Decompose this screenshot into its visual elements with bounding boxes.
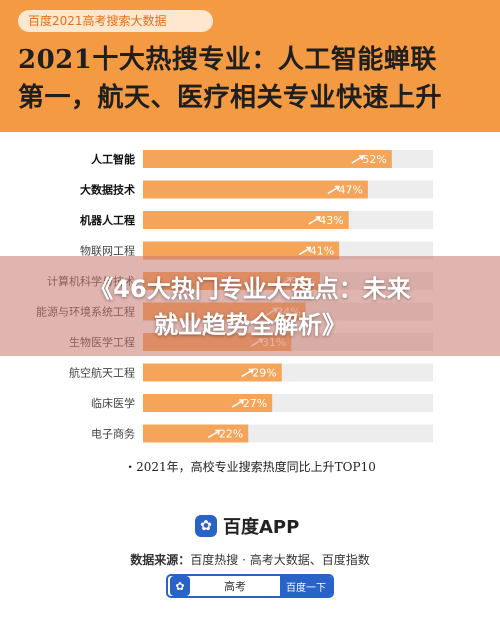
category-label: 物联网工程 [80,244,135,258]
trend-up-icon [231,399,245,408]
category-label: 人工智能 [91,152,135,166]
data-source: 数据来源：百度热搜 · 高考大数据、百度指数 [0,551,500,568]
baidu-app-logo: ✿ 百度APP [195,513,299,539]
trend-up-icon [327,185,340,195]
category-label: 电子商务 [91,427,135,441]
bar [143,363,282,382]
value-label: 43% [319,214,343,227]
value-label: 22% [219,428,243,441]
trend-up-icon [241,368,254,378]
paw-icon: ✿ [170,576,190,596]
overlay-banner [0,256,500,356]
bar [143,180,368,199]
value-label: 41% [310,245,334,258]
chart-note: ・2021年，高校专业搜索热度同比上升TOP10 [124,460,376,474]
value-label: 47% [338,184,362,197]
value-label: 27% [243,397,267,410]
category-label: 机器人工程 [80,213,135,227]
paw-icon: ✿ [195,515,217,537]
trend-up-icon [207,429,221,439]
trend-up-icon [298,246,312,256]
header-banner: 百度2021高考搜索大数据 2021十大热搜专业：人工智能蝉联 第一，航天、医疗… [0,0,500,132]
trend-up-icon [308,216,321,225]
trend-up-icon [351,155,364,164]
search-bar[interactable]: ✿ 高考 百度一下 [166,574,334,598]
source-text: 百度热搜 · 高考大数据、百度指数 [190,553,370,567]
category-label: 临床医学 [91,396,135,410]
bar [143,424,249,443]
search-button[interactable]: 百度一下 [280,576,332,596]
bar [143,241,340,260]
overlay-text-line-1: 《46大热门专业大盘点：未来 [89,275,411,303]
bar [143,150,392,168]
source-label: 数据来源： [130,553,191,567]
title-line-2: 第一，航天、医疗相关专业快速上升 [18,83,443,113]
category-label: 航空航天工程 [69,366,135,380]
value-label: 29% [252,367,276,380]
app-name: 百度APP [223,517,300,538]
overlay-text-line-2: 就业趋势全解析》 [154,311,346,339]
source-tag: 百度2021高考搜索大数据 [18,10,213,32]
bar [143,211,349,229]
title-line-1: 2021十大热搜专业：人工智能蝉联 [18,45,437,75]
category-label: 大数据技术 [80,183,135,197]
value-label: 52% [362,153,386,166]
search-input[interactable]: 高考 [224,580,246,593]
bar [143,394,273,412]
